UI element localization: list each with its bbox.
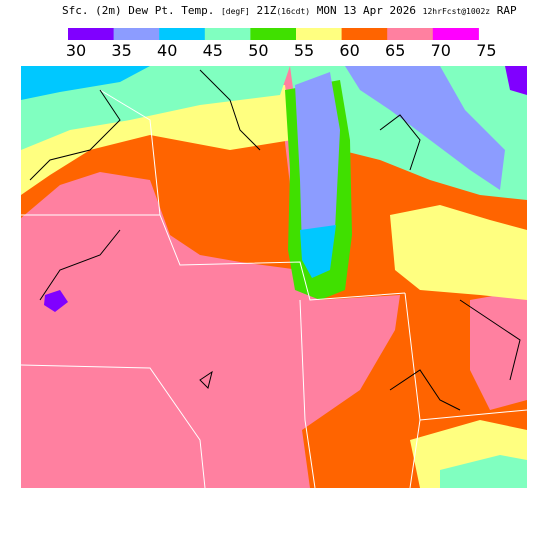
- colorbar-label: 70: [431, 41, 451, 60]
- lake-cyan: [300, 225, 336, 278]
- title-part: [degF]: [221, 7, 250, 16]
- colorbar-swatch: [296, 28, 343, 40]
- colorbar-label: 50: [248, 41, 268, 60]
- colorbar-swatch: [341, 28, 388, 40]
- title-part: MON 13 Apr 2026: [317, 4, 416, 17]
- colorbar-swatch: [250, 28, 297, 40]
- field-mint: [440, 455, 527, 488]
- map-title: Sfc. (2m) Dew Pt. Temp. [degF] 21Z(16cdt…: [62, 4, 517, 17]
- title-part: 12hrFcst@1002z: [423, 7, 491, 16]
- colorbar-label: 45: [203, 41, 223, 60]
- field-cyan: [21, 66, 150, 100]
- colorbar-label: 30: [66, 41, 86, 60]
- colorbar-swatch: [113, 28, 160, 40]
- colorbar-label: 35: [111, 41, 131, 60]
- colorbar-swatch: [387, 28, 434, 40]
- colorbar-label: 65: [385, 41, 405, 60]
- colorbar-label: 75: [476, 41, 496, 60]
- colorbar-label: 55: [294, 41, 314, 60]
- title-part: RAP: [497, 4, 517, 17]
- title-part: 21Z: [256, 4, 276, 17]
- colorbar-swatch: [432, 28, 479, 40]
- title-part: Sfc. (2m) Dew Pt. Temp.: [62, 4, 214, 17]
- colorbar-swatch: [159, 28, 206, 40]
- colorbar-label: 40: [157, 41, 177, 60]
- contour: [29, 69, 521, 411]
- field-yellow: [390, 205, 527, 300]
- state-border: [21, 89, 527, 488]
- lake: [295, 72, 340, 275]
- map-field: [21, 66, 527, 488]
- title-part: (16cdt): [276, 7, 310, 16]
- colorbar-swatch: [204, 28, 251, 40]
- colorbar-swatch: [68, 28, 115, 40]
- lake: [345, 66, 505, 190]
- colorbar-label: 60: [339, 41, 359, 60]
- field-pink: [470, 290, 527, 410]
- colorbar: 30 35 40 45 50 55 60 65 70 75: [66, 28, 497, 60]
